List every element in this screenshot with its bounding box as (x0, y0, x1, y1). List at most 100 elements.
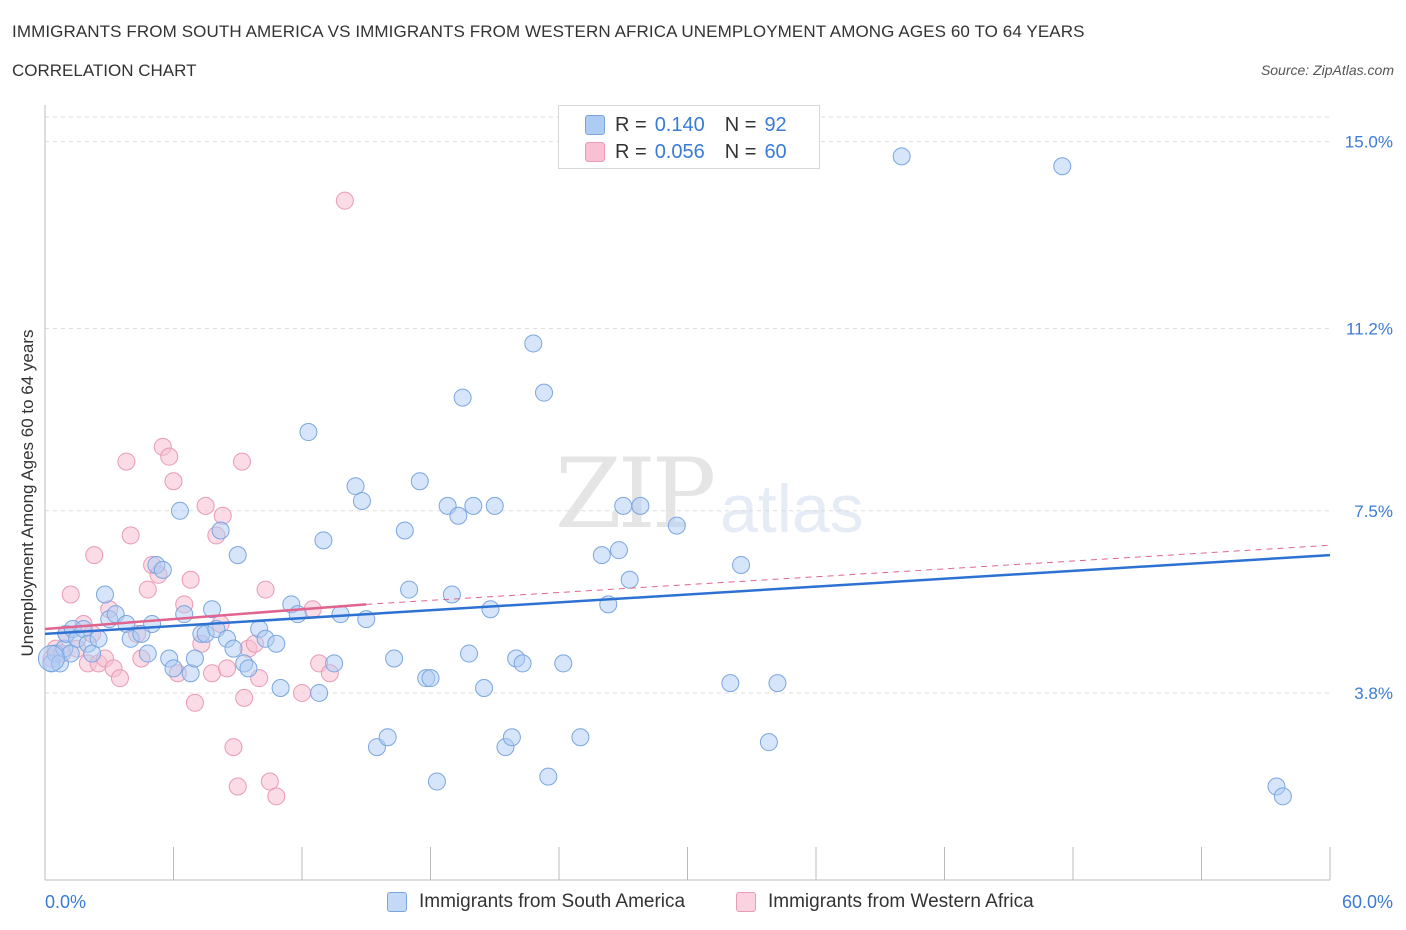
data-point-south-america (592, 546, 611, 565)
data-point-south-america (143, 615, 162, 634)
data-point-south-america (385, 649, 404, 668)
data-point-south-america (502, 728, 521, 747)
data-point-western-africa (228, 777, 247, 796)
data-point-south-america (759, 733, 778, 752)
data-point-western-africa (335, 191, 354, 210)
x-tick-label: 0.0% (45, 892, 86, 912)
watermark-atlas: atlas (720, 471, 864, 547)
data-point-south-america (271, 679, 290, 698)
y-axis-label: Unemployment Among Ages 60 to 64 years (18, 330, 37, 657)
data-point-south-america (175, 605, 194, 624)
x-tick-label: 60.0% (1342, 892, 1393, 912)
data-point-south-america (1053, 157, 1072, 176)
data-point-south-america (228, 546, 247, 565)
correlation-legend: R = 0.140 N = 92 R = 0.056 N = 60 (558, 105, 820, 169)
data-point-south-america (314, 531, 333, 550)
data-point-south-america (620, 570, 639, 589)
data-point-western-africa (196, 496, 215, 515)
data-point-south-america (609, 541, 628, 560)
data-point-south-america (539, 767, 558, 786)
trend-line-western-africa-extension (366, 544, 1331, 605)
bottom-legend-swatch-pink (736, 892, 756, 912)
data-point-western-africa (181, 570, 200, 589)
legend-r-label: R = (615, 113, 647, 136)
data-point-south-america (267, 634, 286, 653)
data-point-south-america (442, 585, 461, 604)
data-point-western-africa (160, 447, 179, 466)
data-point-south-america (554, 654, 573, 673)
legend-row-western-africa: R = 0.056 N = 60 (585, 139, 787, 165)
data-point-south-america (475, 679, 494, 698)
chart-subtitle: CORRELATION CHART (12, 61, 197, 80)
data-point-south-america (421, 669, 440, 688)
chart-title: IMMIGRANTS FROM SOUTH AMERICA VS IMMIGRA… (12, 22, 1085, 41)
data-point-western-africa (110, 669, 129, 688)
data-point-south-america (524, 334, 543, 353)
data-point-western-africa (233, 452, 252, 471)
data-point-south-america (535, 383, 554, 402)
data-point-western-africa (203, 664, 222, 683)
y-tick-label: 7.5% (1354, 502, 1393, 521)
trend-line-south-america (44, 553, 1331, 636)
data-point-south-america (395, 521, 414, 540)
data-point-south-america (410, 472, 429, 491)
data-point-western-africa (138, 580, 157, 599)
data-point-western-africa (235, 688, 254, 707)
data-point-western-africa (164, 472, 183, 491)
legend-n-value: 92 (764, 113, 787, 136)
data-point-western-africa (293, 683, 311, 702)
data-point-south-america (378, 728, 397, 747)
data-point-south-america (164, 659, 183, 678)
trend-lines (44, 544, 1331, 636)
data-point-south-america (892, 147, 911, 166)
data-point-south-america (224, 639, 243, 658)
bottom-legend-western-africa: Immigrants from Western Africa (736, 888, 1034, 916)
data-point-western-africa (85, 546, 104, 565)
trend-line-western-africa (44, 603, 367, 631)
data-point-south-america (185, 649, 204, 668)
data-point-western-africa (213, 506, 232, 525)
legend-swatch-blue (585, 115, 605, 135)
y-tick-label: 15.0% (1345, 133, 1393, 152)
data-point-south-america (460, 644, 479, 663)
data-point-western-africa (121, 526, 140, 545)
tick-labels: 3.8% 7.5% 11.2% 15.0% 0.0% 60.0% Unemployment … (18, 133, 1393, 912)
data-point-south-america (453, 388, 472, 407)
legend-row-south-america: R = 0.140 N = 92 (585, 112, 787, 138)
data-point-south-america (239, 659, 258, 678)
bottom-legend-swatch-blue (387, 892, 407, 912)
data-point-south-america (732, 555, 751, 574)
data-point-south-america (89, 629, 108, 648)
data-point-south-america (721, 674, 740, 693)
data-point-south-america-cluster (37, 644, 65, 672)
data-point-south-america (325, 654, 344, 673)
data-point-western-africa (61, 585, 80, 604)
data-point-south-america (203, 600, 222, 619)
grid-lines (45, 116, 1330, 694)
data-point-south-america (631, 496, 650, 515)
data-point-south-america (464, 496, 483, 515)
data-point-south-america (352, 491, 371, 510)
watermark-zip: ZIP (555, 438, 716, 550)
data-point-western-africa (117, 452, 136, 471)
bottom-legend-south-america: Immigrants from South America (387, 888, 685, 916)
data-point-western-africa (185, 693, 204, 712)
data-point-south-america (485, 496, 504, 515)
data-point-western-africa (224, 738, 243, 757)
bottom-legend-label: Immigrants from Western Africa (768, 891, 1034, 912)
data-point-south-america (449, 506, 468, 525)
legend-n-value: 60 (764, 140, 787, 163)
data-point-south-america (153, 560, 172, 579)
legend-n-label: N = (724, 140, 757, 163)
data-point-south-america (310, 683, 329, 702)
axes (44, 105, 1331, 881)
y-tick-label: 11.2% (1346, 320, 1393, 339)
western-africa-points (42, 191, 354, 806)
legend-r-label: R = (615, 140, 647, 163)
data-point-south-america (481, 600, 500, 619)
data-point-south-america (667, 516, 686, 535)
data-point-western-africa (256, 580, 275, 599)
data-point-south-america (170, 501, 189, 520)
legend-r-value: 0.140 (654, 113, 705, 136)
data-point-south-america (299, 423, 318, 442)
